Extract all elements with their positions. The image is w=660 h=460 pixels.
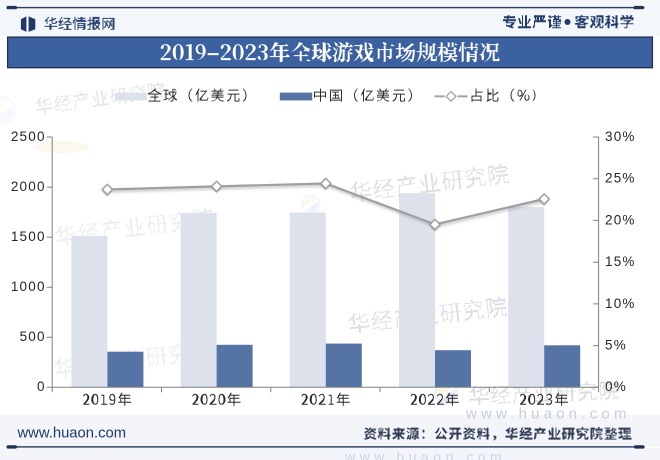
svg-text:www.huaon.com: www.huaon.com	[465, 406, 631, 423]
svg-text:500: 500	[20, 329, 46, 344]
svg-text:25%: 25%	[605, 171, 636, 186]
svg-text:10%: 10%	[605, 296, 636, 311]
svg-text:1500: 1500	[11, 229, 46, 244]
svg-text:20%: 20%	[605, 212, 636, 227]
svg-text:www.huaon.com: www.huaon.com	[17, 426, 127, 442]
svg-text:2000: 2000	[11, 179, 46, 194]
svg-text:0: 0	[37, 379, 46, 394]
svg-text:www.huaon.com: www.huaon.com	[344, 449, 506, 460]
svg-text:15%: 15%	[605, 254, 636, 269]
svg-text:1000: 1000	[11, 279, 46, 294]
svg-text:30%: 30%	[605, 129, 636, 144]
svg-text:2500: 2500	[11, 129, 46, 144]
svg-text:0%: 0%	[605, 379, 627, 394]
svg-text:5%: 5%	[605, 338, 627, 353]
